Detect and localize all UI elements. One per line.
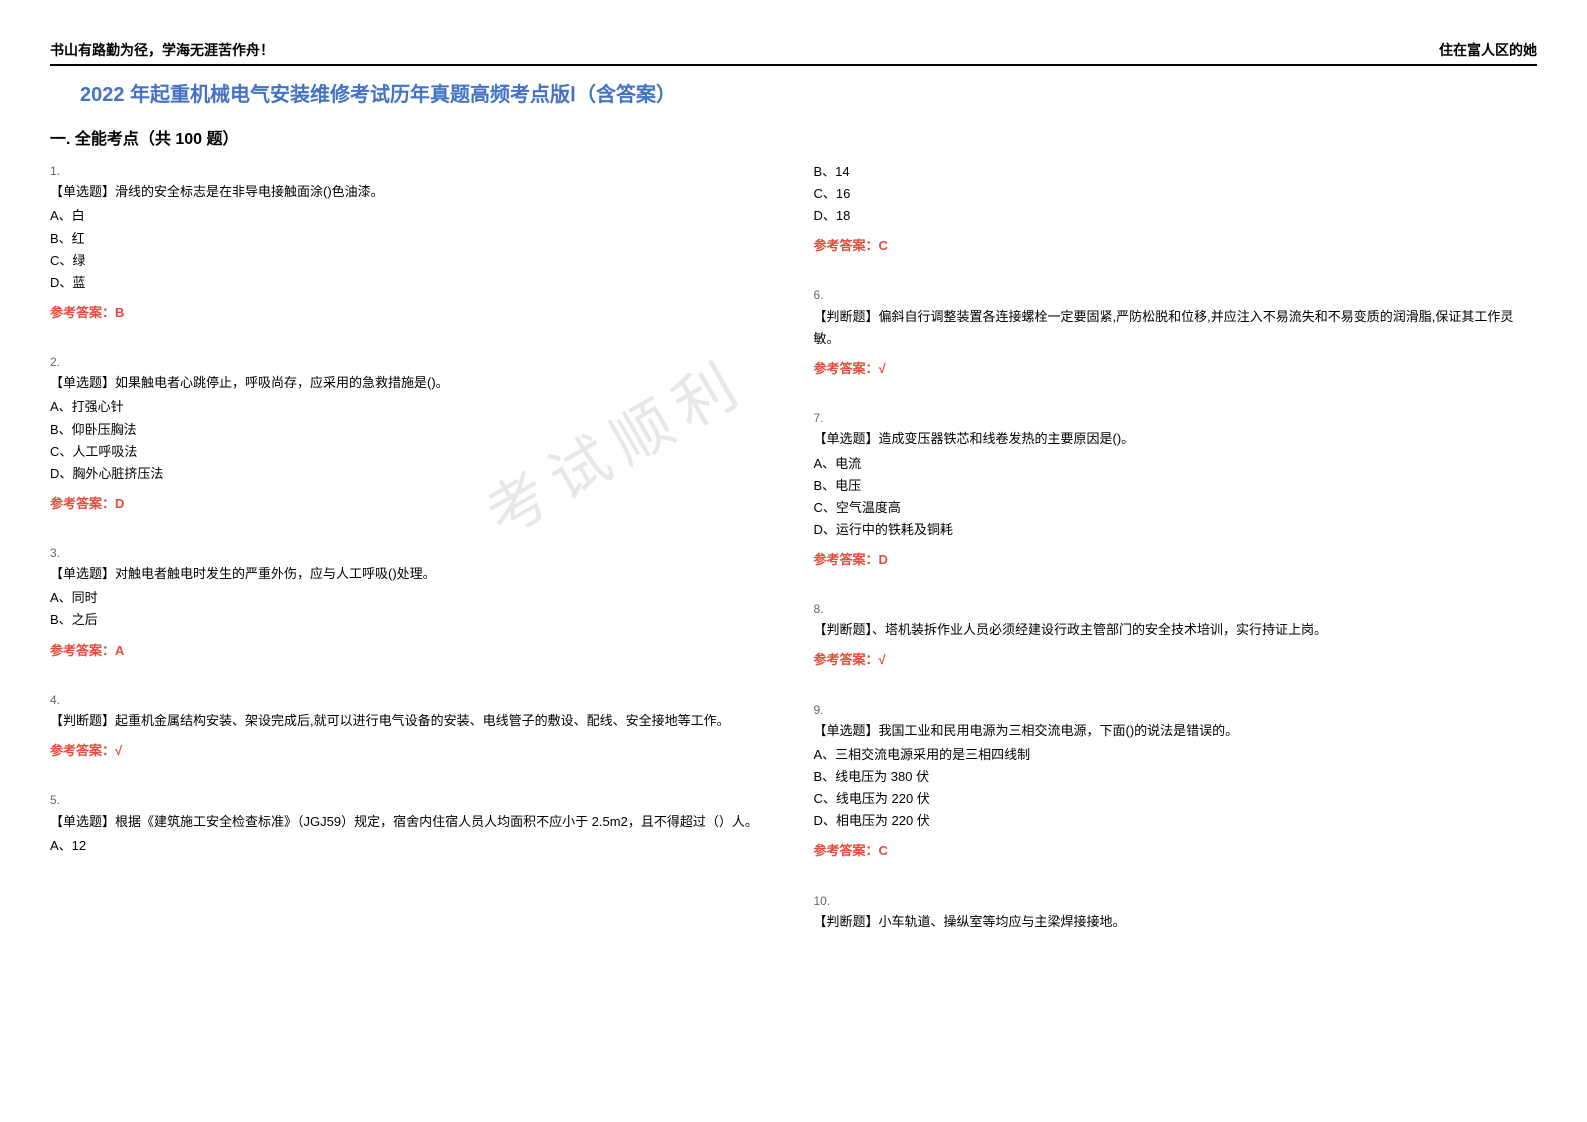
question-number: 10.: [814, 891, 1538, 911]
option: C、绿: [50, 250, 774, 272]
question-6: 6. 【判断题】偏斜自行调整装置各连接螺栓一定要固紧,严防松脱和位移,并应注入不…: [814, 285, 1538, 380]
question-text: 【判断题】、塔机装拆作业人员必须经建设行政主管部门的安全技术培训，实行持证上岗。: [814, 619, 1538, 641]
option: A、12: [50, 835, 774, 857]
question-2: 2. 【单选题】如果触电者心跳停止，呼吸尚存，应采用的急救措施是()。 A、打强…: [50, 352, 774, 515]
option: C、空气温度高: [814, 497, 1538, 519]
question-number: 9.: [814, 700, 1538, 720]
question-text: 【判断题】小车轨道、操纵室等均应与主梁焊接接地。: [814, 911, 1538, 933]
question-text: 【单选题】我国工业和民用电源为三相交流电源，下面()的说法是错误的。: [814, 720, 1538, 742]
question-text: 【单选题】滑线的安全标志是在非导电接触面涂()色油漆。: [50, 181, 774, 203]
question-1: 1. 【单选题】滑线的安全标志是在非导电接触面涂()色油漆。 A、白 B、红 C…: [50, 161, 774, 324]
option: D、蓝: [50, 272, 774, 294]
content-columns: 1. 【单选题】滑线的安全标志是在非导电接触面涂()色油漆。 A、白 B、红 C…: [50, 161, 1537, 961]
question-number: 3.: [50, 543, 774, 563]
question-number: 6.: [814, 285, 1538, 305]
question-10: 10. 【判断题】小车轨道、操纵室等均应与主梁焊接接地。: [814, 891, 1538, 933]
question-5: 5. 【单选题】根据《建筑施工安全检查标准》（JGJ59）规定，宿舍内住宿人员人…: [50, 790, 774, 857]
answer: 参考答案：D: [814, 549, 1538, 571]
question-4: 4. 【判断题】起重机金属结构安装、架设完成后,就可以进行电气设备的安装、电线管…: [50, 690, 774, 763]
option: D、18: [814, 205, 1538, 227]
question-text: 【判断题】偏斜自行调整装置各连接螺栓一定要固紧,严防松脱和位移,并应注入不易流失…: [814, 306, 1538, 350]
left-column: 1. 【单选题】滑线的安全标志是在非导电接触面涂()色油漆。 A、白 B、红 C…: [50, 161, 774, 961]
answer: 参考答案：B: [50, 302, 774, 324]
header-right: 住在富人区的她: [1439, 40, 1537, 60]
option: D、运行中的铁耗及铜耗: [814, 519, 1538, 541]
question-7: 7. 【单选题】造成变压器铁芯和线卷发热的主要原因是()。 A、电流 B、电压 …: [814, 408, 1538, 571]
option: B、红: [50, 228, 774, 250]
question-text: 【单选题】造成变压器铁芯和线卷发热的主要原因是()。: [814, 428, 1538, 450]
question-8: 8. 【判断题】、塔机装拆作业人员必须经建设行政主管部门的安全技术培训，实行持证…: [814, 599, 1538, 672]
option: B、电压: [814, 475, 1538, 497]
option: A、电流: [814, 453, 1538, 475]
question-number: 7.: [814, 408, 1538, 428]
answer: 参考答案：√: [814, 358, 1538, 380]
question-9: 9. 【单选题】我国工业和民用电源为三相交流电源，下面()的说法是错误的。 A、…: [814, 700, 1538, 863]
question-5-cont: B、14 C、16 D、18 参考答案：C: [814, 161, 1538, 257]
question-text: 【判断题】起重机金属结构安装、架设完成后,就可以进行电气设备的安装、电线管子的敷…: [50, 710, 774, 732]
question-number: 2.: [50, 352, 774, 372]
answer: 参考答案：C: [814, 840, 1538, 862]
option: C、人工呼吸法: [50, 441, 774, 463]
question-text: 【单选题】根据《建筑施工安全检查标准》（JGJ59）规定，宿舍内住宿人员人均面积…: [50, 811, 774, 833]
answer: 参考答案：D: [50, 493, 774, 515]
question-text: 【单选题】对触电者触电时发生的严重外伤，应与人工呼吸()处理。: [50, 563, 774, 585]
question-number: 8.: [814, 599, 1538, 619]
option: A、同时: [50, 587, 774, 609]
option: C、线电压为 220 伏: [814, 788, 1538, 810]
question-number: 5.: [50, 790, 774, 810]
question-3: 3. 【单选题】对触电者触电时发生的严重外伤，应与人工呼吸()处理。 A、同时 …: [50, 543, 774, 662]
answer: 参考答案：√: [50, 740, 774, 762]
option: B、仰卧压胸法: [50, 419, 774, 441]
answer: 参考答案：C: [814, 235, 1538, 257]
section-title: 一. 全能考点（共 100 题）: [50, 125, 1537, 149]
option: C、16: [814, 183, 1538, 205]
right-column: B、14 C、16 D、18 参考答案：C 6. 【判断题】偏斜自行调整装置各连…: [814, 161, 1538, 961]
option: B、14: [814, 161, 1538, 183]
question-number: 1.: [50, 161, 774, 181]
header-left: 书山有路勤为径，学海无涯苦作舟！: [50, 40, 274, 60]
option: A、白: [50, 205, 774, 227]
option: D、胸外心脏挤压法: [50, 463, 774, 485]
option: A、三相交流电源采用的是三相四线制: [814, 744, 1538, 766]
option: A、打强心针: [50, 396, 774, 418]
page-header: 书山有路勤为径，学海无涯苦作舟！ 住在富人区的她: [50, 40, 1537, 66]
option: D、相电压为 220 伏: [814, 810, 1538, 832]
answer: 参考答案：√: [814, 649, 1538, 671]
document-title: 2022 年起重机械电气安装维修考试历年真题高频考点版Ⅰ（含答案）: [80, 78, 1537, 107]
answer: 参考答案：A: [50, 640, 774, 662]
option: B、之后: [50, 609, 774, 631]
question-number: 4.: [50, 690, 774, 710]
question-text: 【单选题】如果触电者心跳停止，呼吸尚存，应采用的急救措施是()。: [50, 372, 774, 394]
option: B、线电压为 380 伏: [814, 766, 1538, 788]
